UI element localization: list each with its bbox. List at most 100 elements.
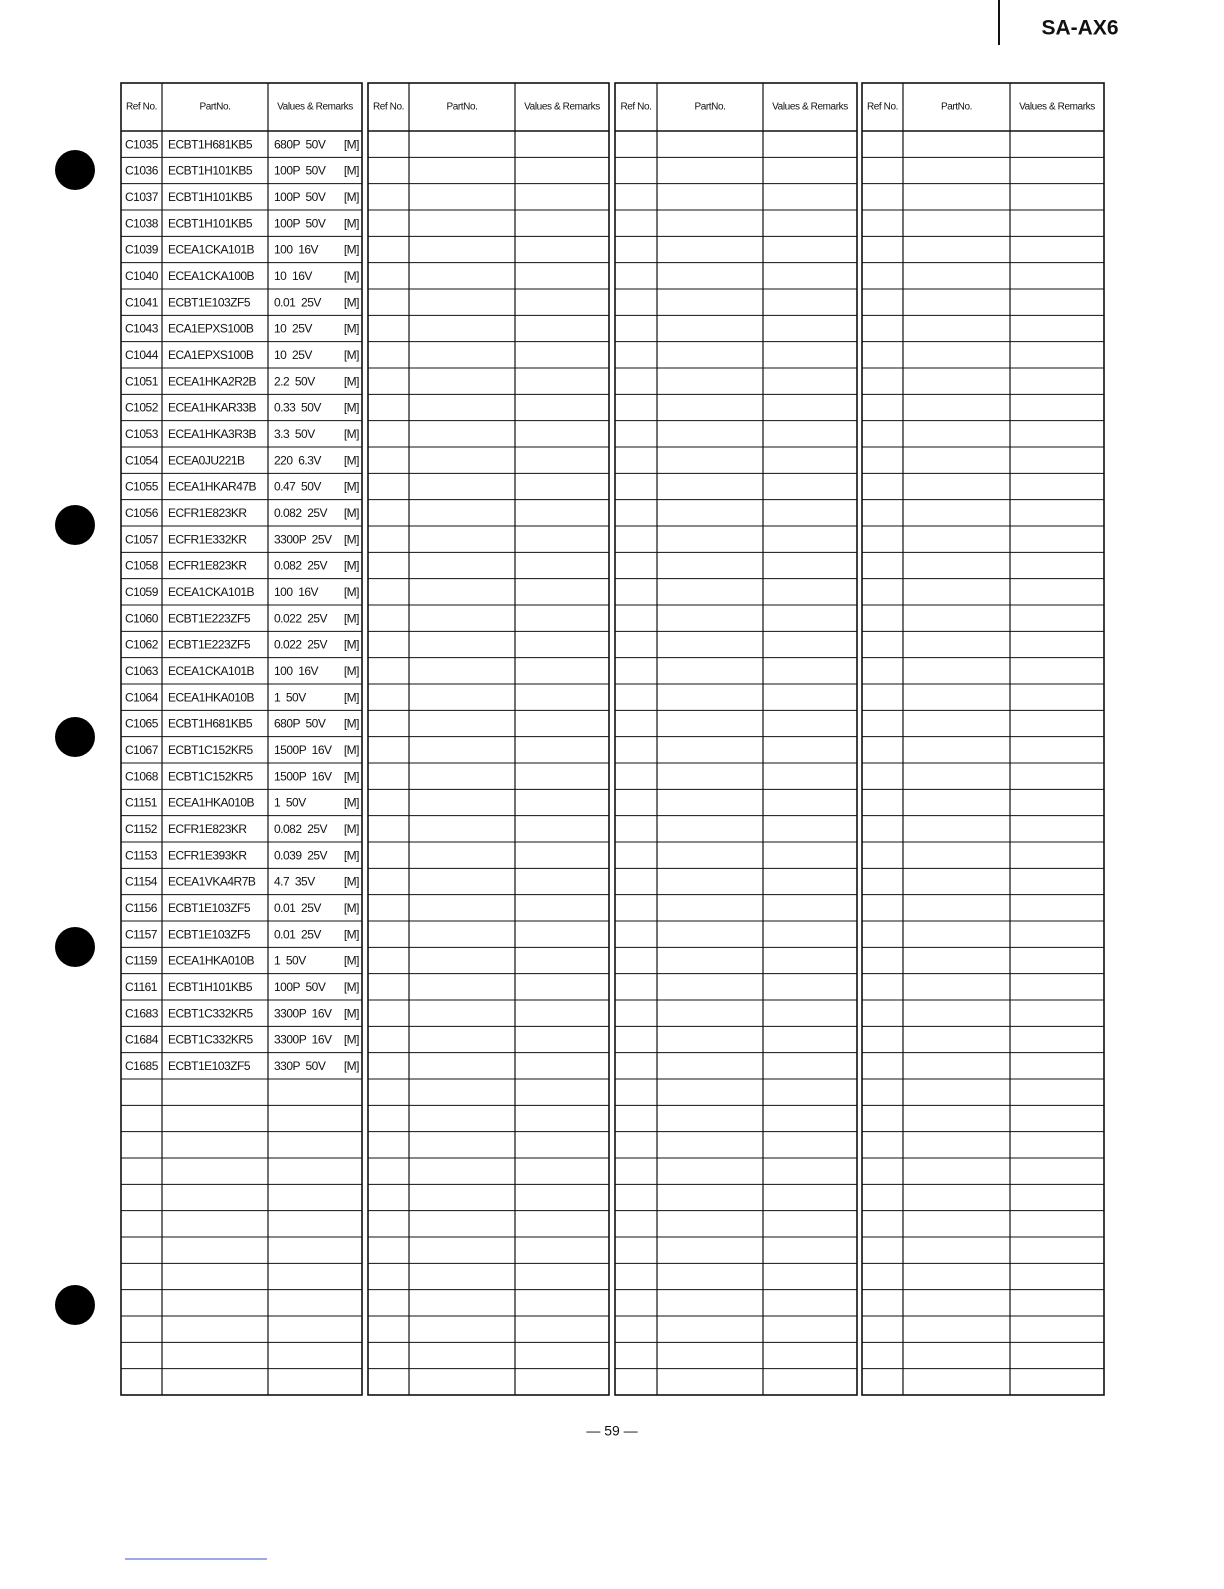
value: 0.022 25V	[274, 638, 328, 652]
value: 1 50V	[274, 690, 306, 704]
page-number: — 59 —	[586, 1423, 637, 1439]
value: 0.082 25V	[274, 559, 328, 573]
part-no: ECBT1H101KB5	[168, 216, 253, 230]
ref-no: C1057	[125, 532, 159, 546]
value: 3.3 50V	[274, 427, 315, 441]
remark: [M]	[344, 480, 359, 494]
ref-no: C1062	[125, 638, 159, 652]
ref-no: C1038	[125, 216, 159, 230]
column-header: Ref No.	[373, 102, 404, 113]
value: 2.2 50V	[274, 374, 315, 388]
ref-no: C1052	[125, 401, 159, 415]
remark: [M]	[344, 848, 359, 862]
remark: [M]	[344, 401, 359, 415]
remark: [M]	[344, 875, 359, 889]
value: 0.33 50V	[274, 401, 321, 415]
part-no: ECEA1HKAR47B	[168, 480, 257, 494]
column-header: Values & Remarks	[1019, 102, 1095, 113]
part-no: ECBT1H681KB5	[168, 137, 253, 151]
remark: [M]	[344, 638, 359, 652]
remark: [M]	[344, 769, 359, 783]
remark: [M]	[344, 717, 359, 731]
part-no: ECBT1E223ZF5	[168, 611, 251, 625]
ref-no: C1152	[125, 822, 158, 836]
value: 680P 50V	[274, 137, 326, 151]
part-no: ECFR1E823KR	[168, 559, 247, 573]
value: 10 25V	[274, 348, 312, 362]
ref-no: C1054	[125, 453, 159, 467]
part-no: ECBT1E103ZF5	[168, 295, 251, 309]
value: 3300P 16V	[274, 1033, 332, 1047]
remark: [M]	[344, 1006, 359, 1020]
column-header: Values & Remarks	[277, 102, 353, 113]
value: 100 16V	[274, 243, 319, 257]
ref-no: C1060	[125, 611, 159, 625]
value: 0.082 25V	[274, 506, 328, 520]
value: 1 50V	[274, 796, 306, 810]
column-header: PartNo.	[694, 102, 725, 113]
ref-no: C1068	[125, 769, 159, 783]
remark: [M]	[344, 1033, 359, 1047]
value: 0.082 25V	[274, 822, 328, 836]
part-no: ECBT1H681KB5	[168, 717, 253, 731]
remark: [M]	[344, 585, 359, 599]
part-no: ECBT1H101KB5	[168, 980, 253, 994]
ref-no: C1067	[125, 743, 159, 757]
remark: [M]	[344, 664, 359, 678]
part-no: ECFR1E823KR	[168, 506, 247, 520]
ref-no: C1055	[125, 480, 159, 494]
part-no: ECA1EPXS100B	[168, 322, 254, 336]
column-header: Ref No.	[867, 102, 898, 113]
remark: [M]	[344, 216, 359, 230]
ref-no: C1058	[125, 559, 159, 573]
ref-no: C1035	[125, 137, 159, 151]
punch-hole	[55, 927, 95, 967]
remark: [M]	[344, 137, 359, 151]
remark: [M]	[344, 822, 359, 836]
remark: [M]	[344, 1059, 359, 1073]
ref-no: C1039	[125, 243, 159, 257]
value: 100P 50V	[274, 980, 326, 994]
remark: [M]	[344, 532, 359, 546]
value: 10 16V	[274, 269, 312, 283]
value: 0.01 25V	[274, 927, 321, 941]
value: 0.01 25V	[274, 901, 321, 915]
value: 10 25V	[274, 322, 312, 336]
table-group-border	[120, 82, 363, 1396]
table-group-border	[367, 82, 610, 1396]
ref-no: C1044	[125, 348, 159, 362]
part-no: ECEA1CKA101B	[168, 664, 255, 678]
part-no: ECBT1E103ZF5	[168, 901, 251, 915]
ref-no: C1040	[125, 269, 159, 283]
remark: [M]	[344, 743, 359, 757]
parts-table: Ref No. PartNo. Values & Remarks C1035 ECBT1…	[120, 82, 1105, 1396]
remark: [M]	[344, 506, 359, 520]
value: 100P 50V	[274, 164, 326, 178]
ref-no: C1157	[125, 927, 158, 941]
ref-no: C1063	[125, 664, 159, 678]
part-no: ECBT1E223ZF5	[168, 638, 251, 652]
remark: [M]	[344, 611, 359, 625]
ref-no: C1037	[125, 190, 159, 204]
column-header: Ref No.	[620, 102, 651, 113]
part-no: ECEA0JU221B	[168, 453, 245, 467]
part-no: ECEA1HKA3R3B	[168, 427, 257, 441]
remark: [M]	[344, 269, 359, 283]
part-no: ECBT1C332KR5	[168, 1006, 254, 1020]
remark: [M]	[344, 190, 359, 204]
column-header: Values & Remarks	[772, 102, 848, 113]
part-no: ECA1EPXS100B	[168, 348, 254, 362]
value: 1 50V	[274, 954, 306, 968]
value: 100P 50V	[274, 190, 326, 204]
remark: [M]	[344, 927, 359, 941]
column-header: Values & Remarks	[524, 102, 600, 113]
punch-hole	[55, 150, 95, 190]
part-no: ECEA1HKA010B	[168, 690, 255, 704]
ref-no: C1153	[125, 848, 158, 862]
ref-no: C1684	[125, 1033, 159, 1047]
remark: [M]	[344, 690, 359, 704]
value: 0.039 25V	[274, 848, 328, 862]
column-header: PartNo.	[446, 102, 477, 113]
